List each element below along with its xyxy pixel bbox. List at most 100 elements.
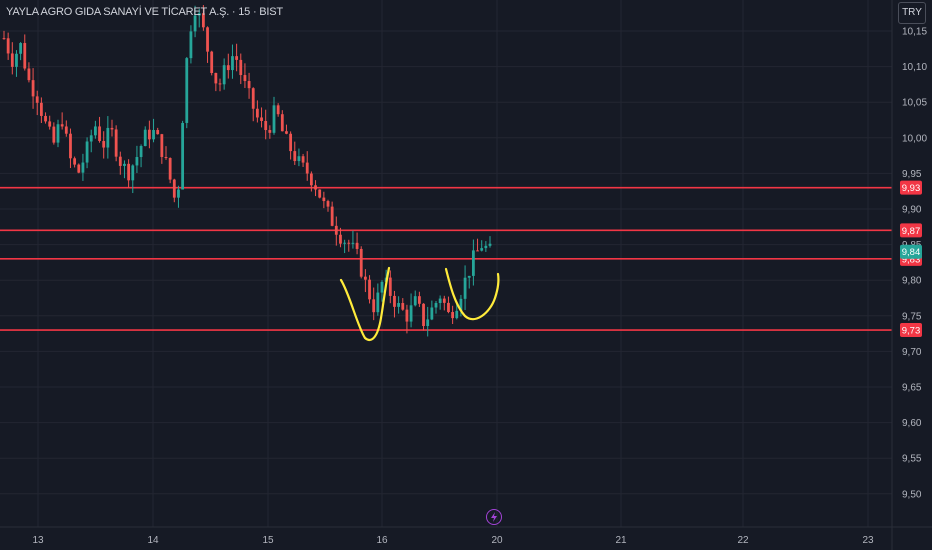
candle-body xyxy=(231,56,234,71)
candle-body xyxy=(98,126,101,142)
candle-body xyxy=(152,130,155,140)
y-tick-label: 9,65 xyxy=(902,383,922,394)
candle-body xyxy=(467,275,471,278)
candle-body xyxy=(388,277,392,296)
y-tick-label: 10,00 xyxy=(902,133,927,144)
candle-body xyxy=(347,242,351,244)
candle-body xyxy=(235,56,239,60)
candle-body xyxy=(343,242,347,244)
x-tick-label: 13 xyxy=(32,535,44,546)
candle-body xyxy=(326,201,330,207)
lightning-icon[interactable] xyxy=(486,509,502,525)
drawn-annotations xyxy=(339,266,500,342)
candle-body xyxy=(147,129,151,140)
candle-body xyxy=(193,15,197,32)
candle-body xyxy=(264,120,268,131)
level-price-label: 9,93 xyxy=(902,183,921,194)
candle-body xyxy=(10,53,14,67)
candle-body xyxy=(476,250,479,252)
candle-body xyxy=(123,163,126,166)
currency-button[interactable]: TRY xyxy=(898,2,926,24)
last-price-badge xyxy=(900,244,922,259)
candle-body xyxy=(114,129,118,157)
x-tick-label: 21 xyxy=(615,535,627,546)
candle-body xyxy=(19,43,23,54)
y-tick-label: 10,10 xyxy=(902,62,927,73)
candle-body xyxy=(206,27,209,52)
y-tick-label: 10,15 xyxy=(902,27,927,38)
candle-body xyxy=(409,305,413,322)
y-tick-label: 9,70 xyxy=(902,347,922,358)
x-tick-label: 16 xyxy=(376,535,388,546)
candle-body xyxy=(376,292,380,313)
candle-body xyxy=(363,276,367,280)
candle-body xyxy=(135,157,139,166)
candle-body xyxy=(164,156,168,159)
candle-body xyxy=(330,206,334,226)
candle-body xyxy=(285,131,288,134)
candle-body xyxy=(339,234,342,244)
candle-body xyxy=(168,158,172,180)
candle-body xyxy=(260,117,263,121)
candle-body xyxy=(48,121,52,127)
candle-body xyxy=(455,310,459,319)
candle-body xyxy=(397,303,401,307)
y-tick-label: 9,75 xyxy=(902,311,922,322)
x-tick-label: 22 xyxy=(737,535,749,546)
last-price-label: 9,84 xyxy=(902,247,921,258)
candle-body xyxy=(334,225,338,235)
candle-body xyxy=(289,133,293,152)
candle-series xyxy=(2,5,492,337)
horizontal-level-lines xyxy=(0,186,892,331)
candle-body xyxy=(430,307,434,320)
candle-body xyxy=(442,298,446,303)
annotation-curve-left xyxy=(339,266,391,342)
candle-body xyxy=(239,59,243,76)
candle-body xyxy=(2,38,6,40)
candle-body xyxy=(459,298,463,311)
candle-body xyxy=(31,80,35,97)
candle-body xyxy=(64,126,68,134)
candle-body xyxy=(368,279,371,300)
candle-body xyxy=(93,126,97,136)
candle-body xyxy=(23,43,27,69)
candle-body xyxy=(280,114,284,132)
candle-body xyxy=(73,158,77,165)
x-tick-label: 20 xyxy=(491,535,503,546)
candle-body xyxy=(60,124,64,127)
candle-body xyxy=(172,179,176,198)
candle-body xyxy=(27,68,31,81)
candle-body xyxy=(218,83,222,85)
candle-body xyxy=(413,296,417,306)
candle-body xyxy=(276,105,280,115)
candle-body xyxy=(451,312,455,319)
candle-body xyxy=(177,189,180,198)
time-axis[interactable]: 13 14 15 16 20 21 22 23 xyxy=(0,526,932,546)
candle-body xyxy=(143,129,147,147)
candle-body xyxy=(44,115,47,122)
price-axis[interactable]: 10,1510,1010,0510,009,959,909,859,809,75… xyxy=(891,0,927,550)
candle-body xyxy=(380,281,384,293)
y-tick-label: 9,80 xyxy=(902,276,922,287)
candle-body xyxy=(69,133,72,159)
candle-body xyxy=(189,31,193,59)
candle-body xyxy=(81,162,85,173)
y-tick-label: 9,50 xyxy=(902,489,922,500)
candle-body xyxy=(201,13,205,28)
candle-body xyxy=(480,248,484,251)
candle-body xyxy=(272,105,276,133)
candle-body xyxy=(309,173,313,186)
candle-body xyxy=(118,156,122,166)
symbol-title[interactable]: YAYLA AGRO GIDA SANAYİ VE TİCARET A.Ş. ·… xyxy=(6,6,283,18)
candle-body xyxy=(210,51,214,73)
candle-body xyxy=(160,134,164,157)
candle-body xyxy=(226,65,230,71)
candle-body xyxy=(471,250,475,276)
candle-body xyxy=(106,127,110,148)
candle-body xyxy=(35,96,39,103)
candle-body xyxy=(268,130,272,133)
candle-body xyxy=(297,156,301,162)
candle-body xyxy=(447,302,450,313)
level-price-badge xyxy=(900,223,922,238)
